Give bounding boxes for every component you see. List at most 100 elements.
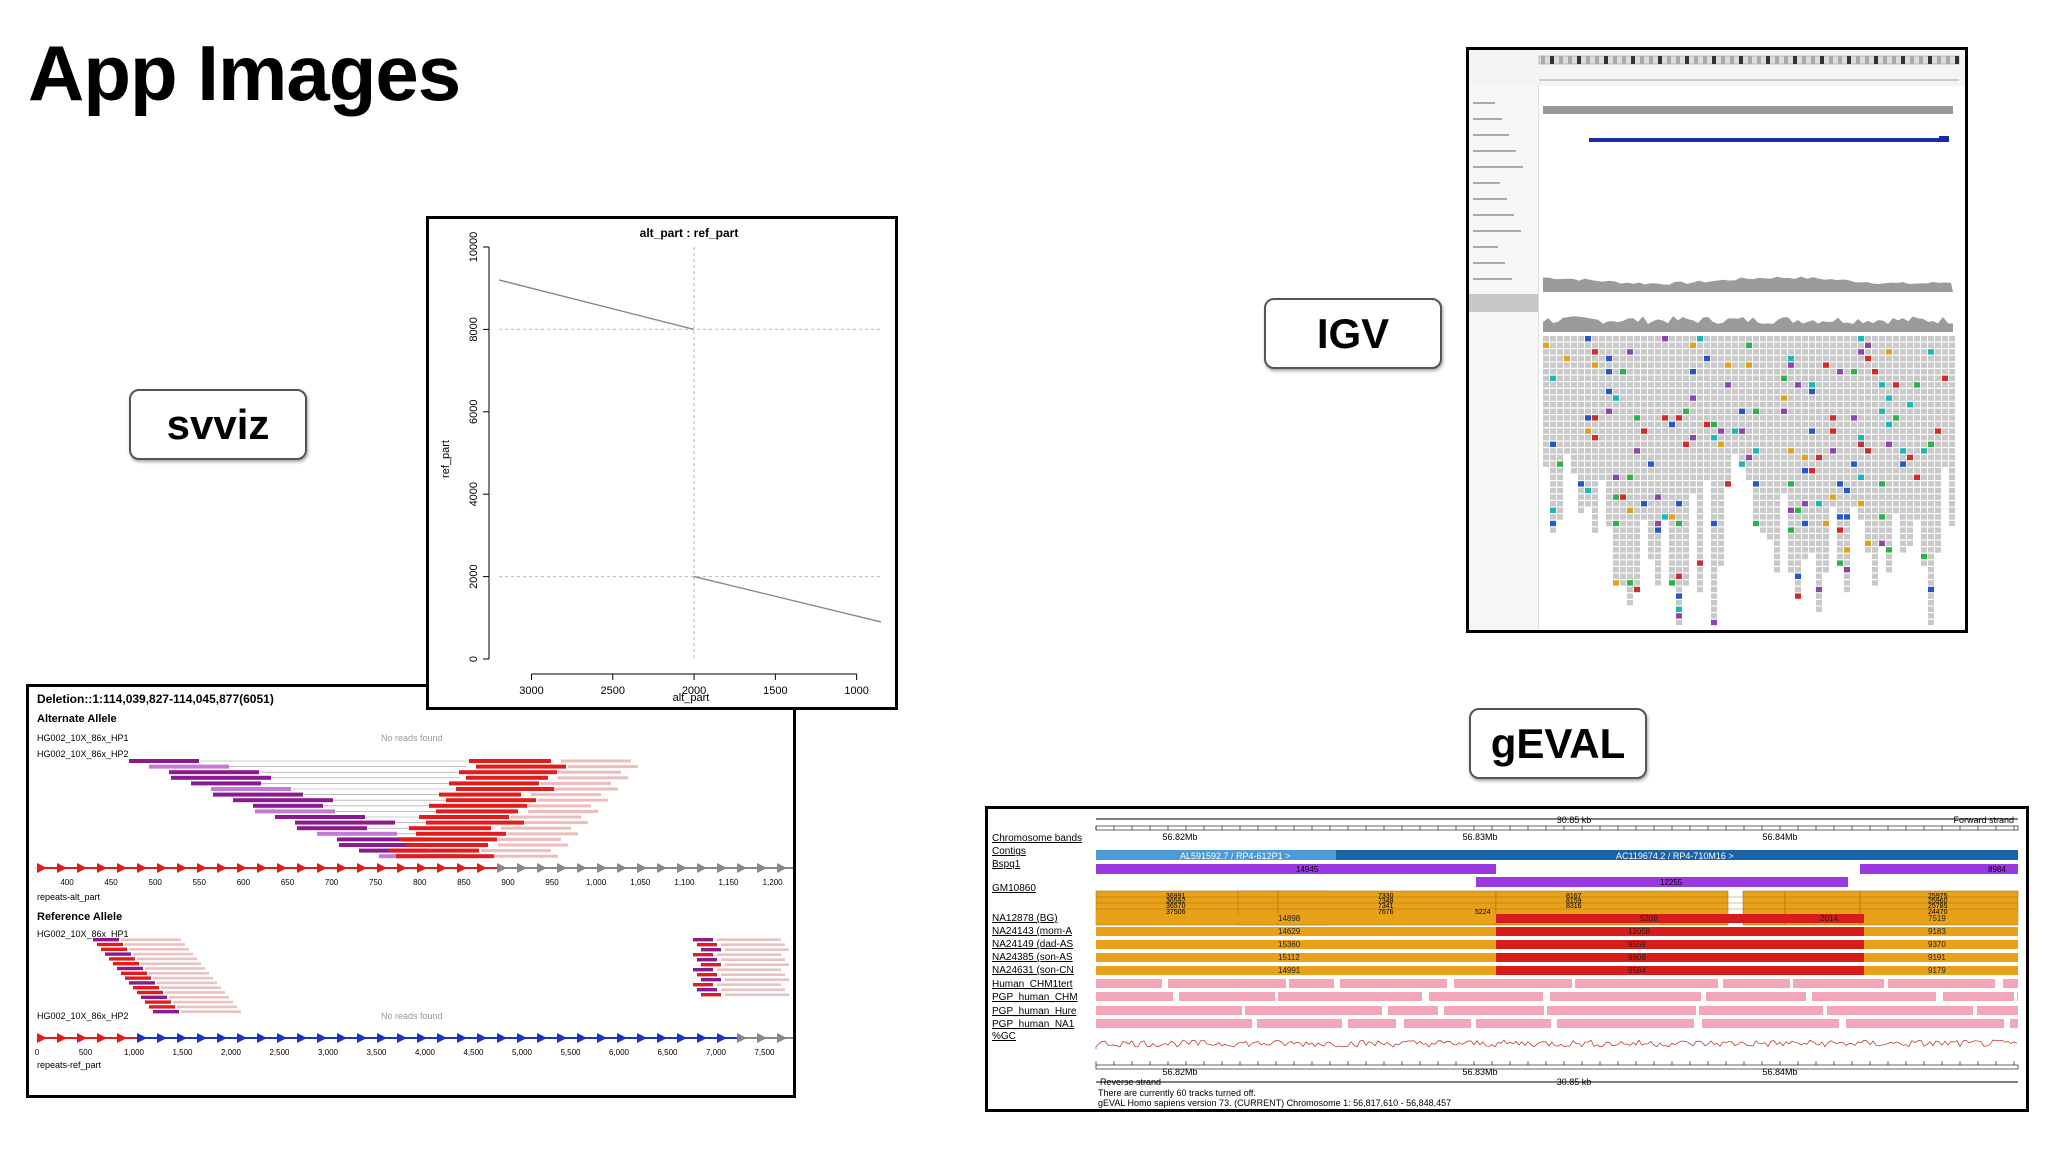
igv-read xyxy=(1816,600,1822,606)
igv-read xyxy=(1634,507,1640,513)
igv-read xyxy=(1662,369,1668,375)
igv-read xyxy=(1816,573,1822,579)
igv-read xyxy=(1571,448,1577,454)
igv-read xyxy=(1942,388,1948,395)
igv-read xyxy=(1676,435,1682,441)
igv-read xyxy=(1837,428,1843,434)
igv-read xyxy=(1627,567,1633,573)
igv-read xyxy=(1928,553,1934,560)
igv-read xyxy=(1697,527,1703,533)
igv-read xyxy=(1634,547,1640,553)
igv-read xyxy=(1634,355,1640,362)
ref-read-annotation xyxy=(161,986,221,989)
igv-read xyxy=(1543,342,1549,348)
igv-read xyxy=(1914,514,1920,520)
igv-read xyxy=(1921,395,1927,401)
igv-read xyxy=(1592,375,1598,381)
alt-read-left xyxy=(213,792,303,797)
igv-read xyxy=(1837,421,1843,428)
igv-read xyxy=(1942,408,1948,414)
igv-read xyxy=(1746,388,1752,395)
igv-read xyxy=(1543,375,1549,381)
igv-read xyxy=(1865,408,1871,414)
alt-read-annotation xyxy=(531,793,601,797)
igv-read xyxy=(1557,428,1563,434)
igv-read xyxy=(1907,388,1913,395)
igv-read xyxy=(1725,415,1731,421)
igv-read xyxy=(1788,362,1794,368)
igv-read xyxy=(1697,586,1703,593)
igv-read xyxy=(1753,336,1759,342)
igv-read xyxy=(1620,375,1626,381)
igv-read xyxy=(1711,408,1717,414)
igv-read xyxy=(1900,540,1906,546)
igv-read xyxy=(1774,408,1780,414)
igv-read xyxy=(1767,382,1773,388)
igv-read xyxy=(1760,448,1766,454)
igv-read xyxy=(1921,540,1927,546)
igv-read xyxy=(1753,349,1759,355)
igv-read xyxy=(1816,408,1822,414)
igv-read xyxy=(1648,362,1654,368)
igv-read xyxy=(1767,494,1773,500)
igv-read xyxy=(1711,507,1717,513)
igv-read xyxy=(1767,395,1773,401)
igv-read xyxy=(1879,355,1885,362)
geval-ruler xyxy=(1095,825,2019,831)
igv-read xyxy=(1550,408,1556,414)
igv-view xyxy=(1469,50,1965,630)
igv-read xyxy=(1921,481,1927,487)
igv-read xyxy=(1592,342,1598,348)
ref-read-left xyxy=(117,966,143,971)
igv-read xyxy=(1795,567,1801,573)
igv-read xyxy=(1795,382,1801,388)
igv-read xyxy=(1774,355,1780,362)
ref-read-left xyxy=(129,981,155,985)
igv-read xyxy=(1753,468,1759,474)
alt-tick-label: 400 xyxy=(60,878,74,887)
igv-read xyxy=(1914,382,1920,388)
ref-read-annotation xyxy=(721,973,785,976)
igv-read xyxy=(1872,369,1878,375)
igv-read xyxy=(1711,362,1717,368)
igv-read xyxy=(1592,520,1598,527)
igv-read xyxy=(1879,415,1885,421)
igv-read xyxy=(1851,461,1857,467)
igv-read xyxy=(1543,421,1549,428)
geval-pink-block xyxy=(1404,1019,1471,1028)
geval-track-label: Contigs xyxy=(992,846,1026,857)
igv-read xyxy=(1711,336,1717,342)
igv-read xyxy=(1634,408,1640,414)
dotplot-x-tick-label: 1000 xyxy=(844,685,868,697)
igv-read xyxy=(1879,421,1885,428)
igv-read xyxy=(1893,468,1899,474)
igv-read xyxy=(1543,336,1549,342)
igv-read xyxy=(1543,454,1549,461)
alt-read-right xyxy=(436,809,518,814)
igv-read xyxy=(1627,441,1633,447)
igv-read xyxy=(1690,421,1696,428)
igv-read xyxy=(1599,402,1605,408)
ref-read-right xyxy=(697,958,717,962)
igv-read xyxy=(1578,474,1584,480)
igv-read xyxy=(1760,487,1766,494)
igv-read xyxy=(1788,481,1794,487)
igv-band xyxy=(1802,56,1806,64)
igv-read xyxy=(1879,461,1885,467)
igv-read xyxy=(1697,487,1703,494)
igv-read xyxy=(1606,520,1612,527)
igv-read xyxy=(1648,547,1654,553)
igv-read xyxy=(1872,540,1878,546)
igv-read xyxy=(1865,369,1871,375)
igv-read xyxy=(1627,382,1633,388)
igv-read xyxy=(1928,501,1934,507)
igv-track-name xyxy=(1473,214,1514,216)
igv-read xyxy=(1872,534,1878,540)
igv-read xyxy=(1865,336,1871,342)
igv-read xyxy=(1711,547,1717,553)
igv-read xyxy=(1718,534,1724,540)
igv-coverage-track-2 xyxy=(1543,316,1953,332)
igv-read xyxy=(1809,402,1815,408)
igv-read xyxy=(1893,501,1899,507)
igv-read xyxy=(1900,448,1906,454)
